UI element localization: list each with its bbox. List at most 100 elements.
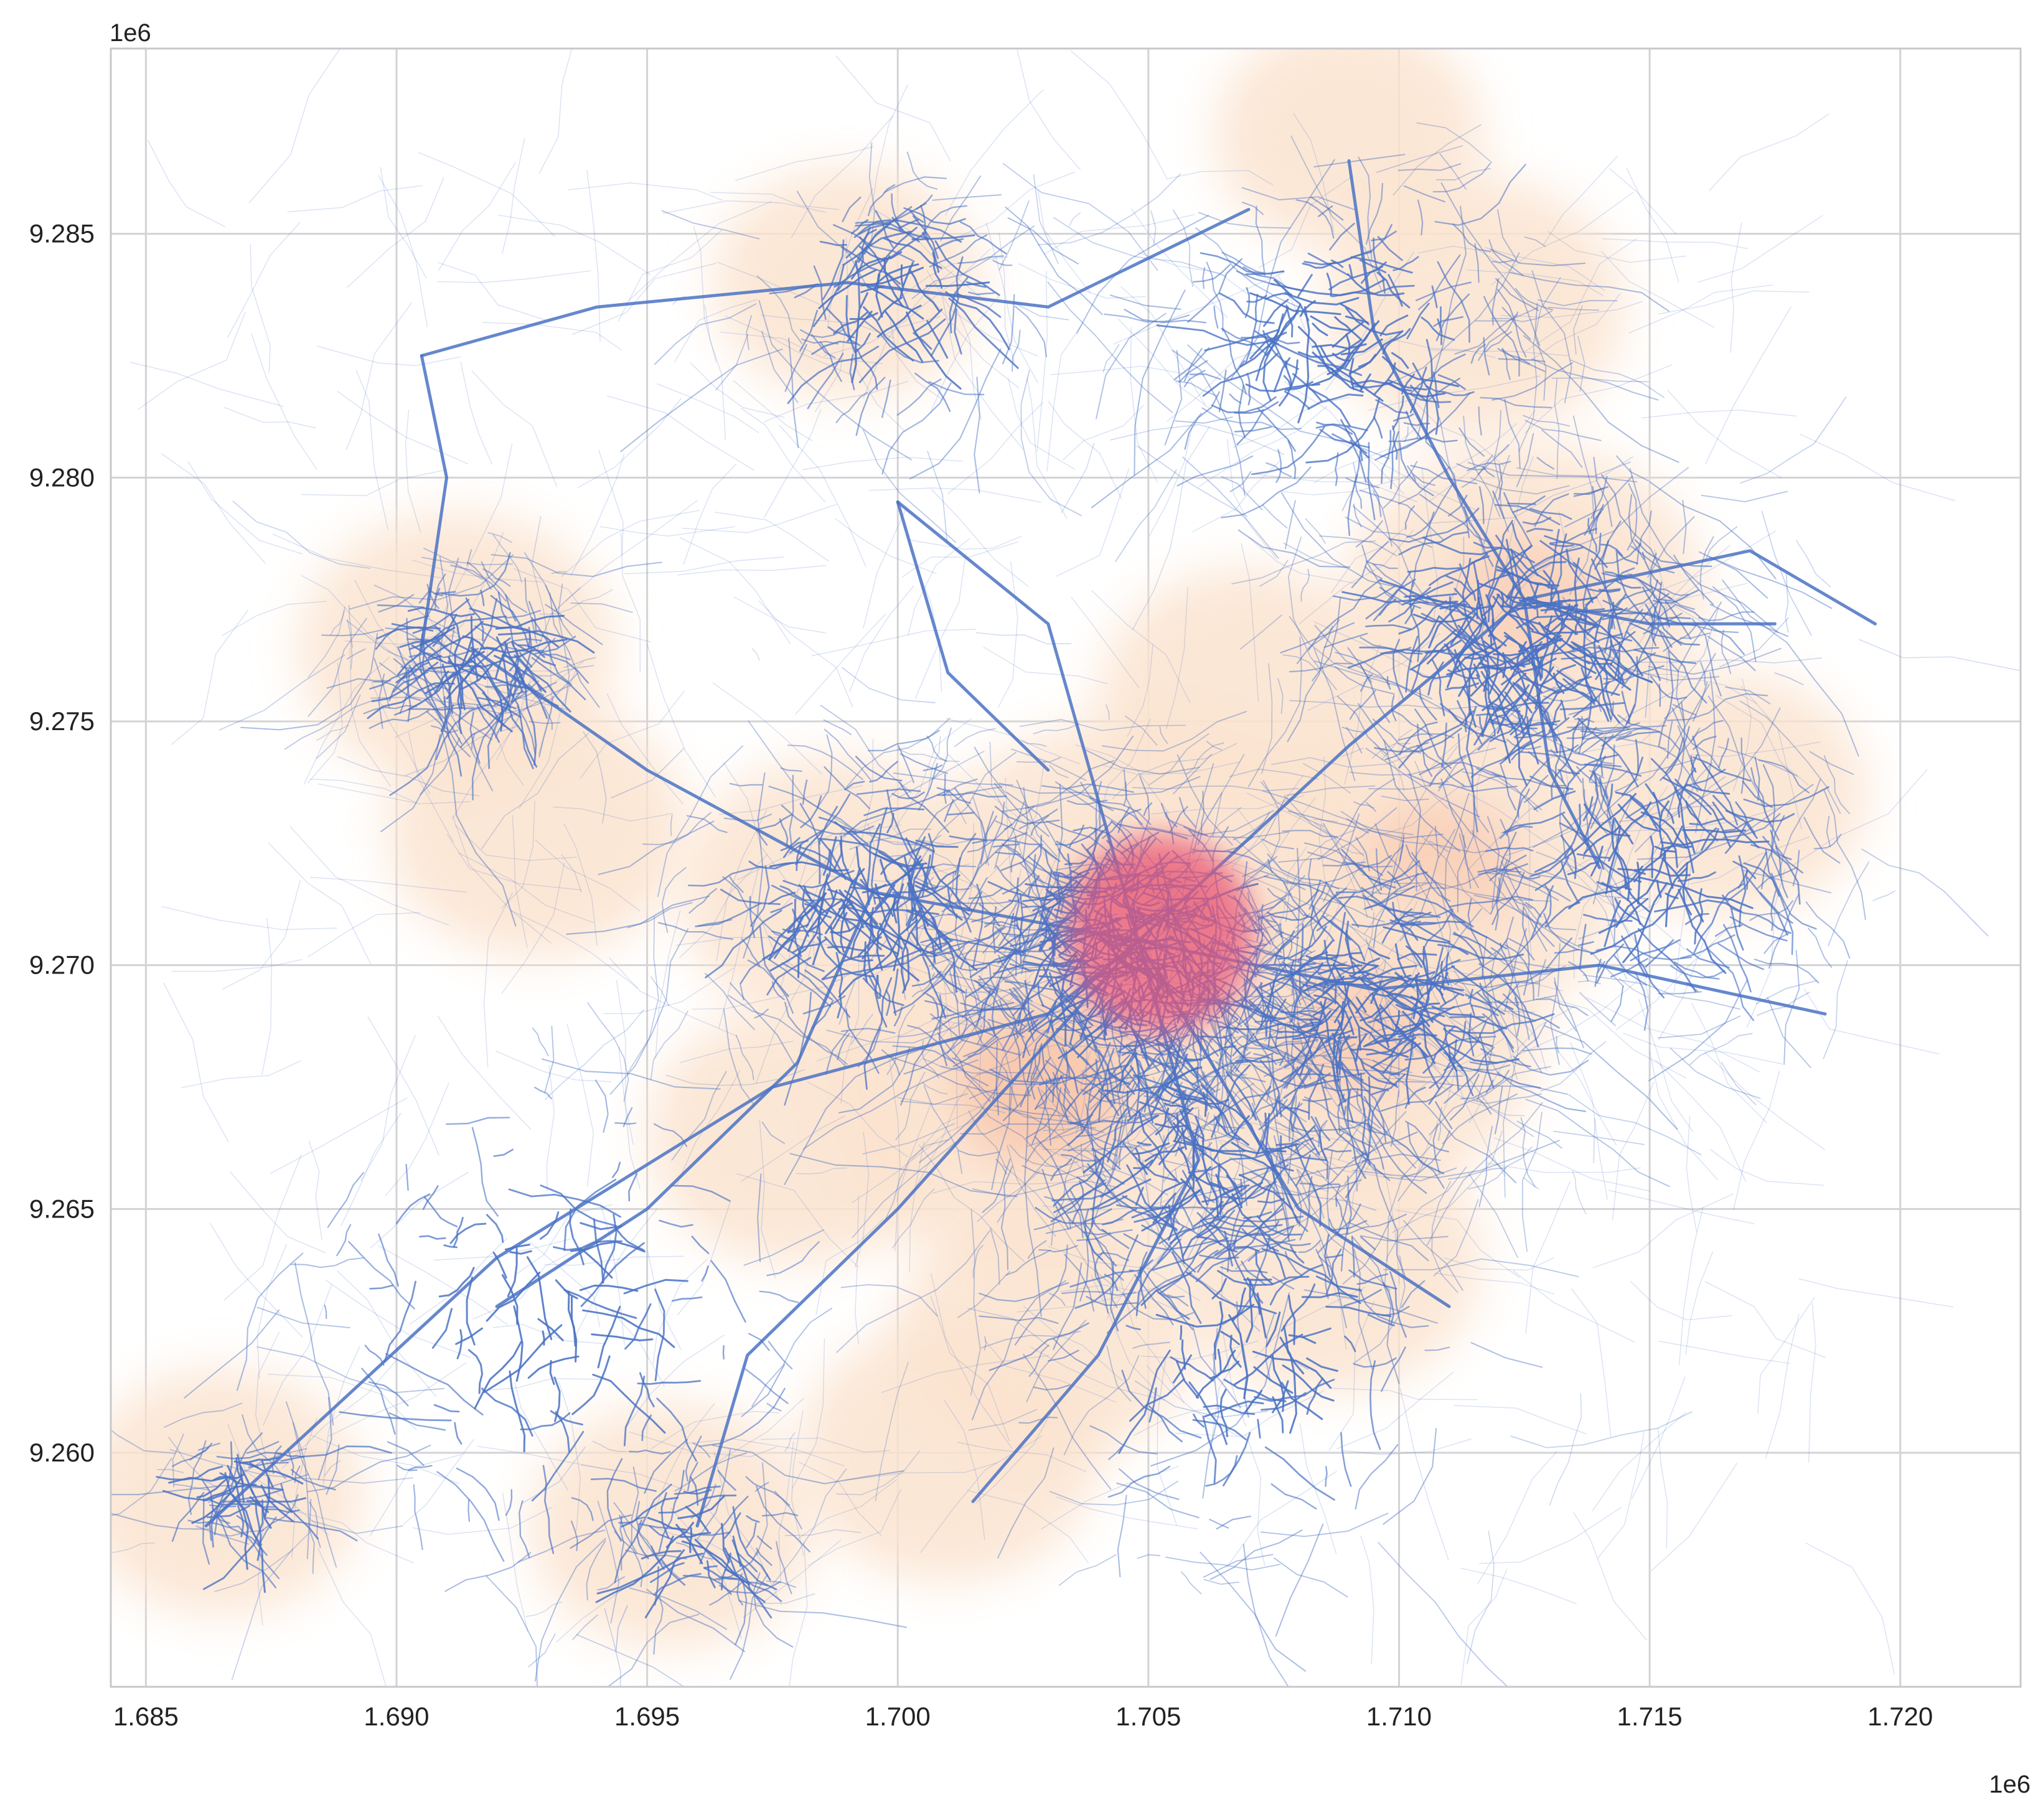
road-segment — [1743, 786, 1829, 807]
road-segment — [1442, 1093, 1518, 1145]
road-segment — [1691, 720, 1724, 741]
road-segment — [874, 974, 888, 1028]
road-segment — [1661, 845, 1693, 850]
road-segment — [1722, 924, 1752, 993]
road-segment — [1397, 163, 1462, 171]
road-segment — [1234, 1026, 1327, 1082]
road-segment — [609, 957, 738, 1037]
road-segment — [1516, 972, 1648, 1056]
road-segment — [968, 1409, 1038, 1431]
road-segment — [1169, 1216, 1226, 1244]
road-segment — [348, 1241, 415, 1310]
road-segment — [658, 1470, 685, 1553]
road-segment — [1548, 701, 1563, 733]
road-segment — [570, 453, 625, 576]
road-segment — [1465, 993, 1505, 1015]
road-segment — [1437, 686, 1556, 792]
road-segment — [813, 265, 827, 321]
road-segment — [1295, 981, 1312, 1080]
road-segment — [222, 880, 301, 990]
road-segment — [1477, 1097, 1492, 1115]
road-segment — [972, 1244, 984, 1278]
road-segment — [531, 516, 552, 755]
road-segment — [1318, 757, 1327, 884]
road-segment — [1650, 835, 1655, 879]
road-segment — [446, 834, 582, 891]
road-segment — [1800, 434, 1956, 501]
road-segment — [1287, 536, 1337, 690]
road-segment — [976, 948, 1017, 1026]
road-segment — [238, 1456, 280, 1464]
road-segment — [737, 1552, 758, 1573]
road-segment — [1247, 1025, 1354, 1077]
road-segment — [1718, 738, 1729, 769]
road-segment — [308, 617, 367, 717]
road-segment — [1373, 741, 1405, 791]
road-segment — [923, 290, 1020, 388]
road-segment — [1379, 783, 1464, 836]
road-segment — [606, 1458, 623, 1542]
road-segment — [936, 946, 965, 978]
road-segment — [531, 617, 571, 685]
road-segment — [1613, 817, 1634, 845]
road-segment — [1246, 1433, 1266, 1566]
road-segment — [385, 627, 424, 642]
road-segment — [1325, 1254, 1343, 1259]
road-segment — [1560, 835, 1575, 855]
road-segment — [1260, 1513, 1389, 1537]
road-segment — [1600, 543, 1623, 556]
road-segment — [412, 1507, 553, 1535]
road-segment — [431, 682, 557, 711]
road-segment — [1277, 926, 1327, 960]
road-segment — [1398, 922, 1419, 941]
road-segment — [784, 1001, 808, 1038]
road-segment — [1068, 787, 1152, 825]
road-segment — [620, 533, 641, 673]
road-segment — [539, 1211, 560, 1240]
road-segment — [1350, 748, 1496, 776]
road-segment — [920, 891, 982, 944]
road-segment — [407, 673, 411, 723]
road-segment — [1040, 1466, 1179, 1530]
road-segment — [1479, 982, 1493, 1005]
road-segment — [542, 1465, 555, 1554]
road-segment — [987, 881, 1051, 901]
road-segment — [486, 1272, 541, 1322]
road-segment — [1491, 192, 1634, 286]
road-segment — [692, 984, 835, 1010]
road-segment — [744, 1368, 789, 1404]
road-segment — [1079, 1221, 1094, 1302]
road-segment — [497, 214, 650, 275]
road-segment — [1503, 456, 1534, 578]
road-segment — [807, 1035, 848, 1065]
road-segment — [1566, 726, 1597, 739]
road-segment — [369, 1284, 394, 1290]
road-segment — [1075, 744, 1170, 814]
road-segment — [1002, 162, 1158, 271]
road-segment — [659, 1219, 693, 1228]
road-segment — [1544, 996, 1687, 1079]
road-segment — [1091, 1275, 1158, 1394]
road-segment — [818, 269, 876, 309]
road-segment — [1651, 581, 1663, 618]
road-segment — [1254, 1004, 1311, 1023]
road-segment — [957, 1270, 1010, 1318]
road-segment — [940, 175, 982, 242]
road-segment — [1257, 408, 1297, 452]
road-segment — [919, 940, 970, 957]
road-segment — [849, 739, 874, 869]
road-segment — [1434, 650, 1506, 664]
road-segment — [1265, 303, 1302, 357]
road-segment — [1522, 517, 1552, 525]
road-segment — [1412, 473, 1436, 486]
road-segment — [1318, 964, 1360, 975]
road-segment — [1437, 261, 1470, 343]
road-segment — [1658, 290, 1810, 315]
road-segment — [1076, 1084, 1157, 1138]
road-segment — [1258, 1163, 1289, 1219]
road-segment — [1367, 1313, 1395, 1326]
road-segment — [1491, 871, 1525, 926]
road-segment — [1658, 906, 1720, 1041]
road-segment — [1601, 251, 1715, 328]
road-segment — [893, 960, 1033, 1010]
